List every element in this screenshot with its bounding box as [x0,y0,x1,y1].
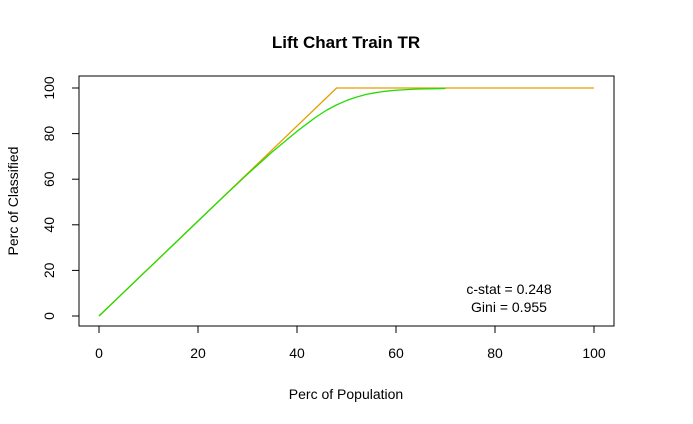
y-tick-label: 80 [41,126,57,142]
x-tick-label: 60 [388,345,404,361]
x-axis-label: Perc of Population [289,386,403,402]
x-tick-label: 20 [190,345,206,361]
c-stat-annotation: c-stat = 0.248 [466,281,551,297]
gini-annotation: Gini = 0.955 [471,299,547,315]
y-tick-label: 100 [41,76,57,100]
x-axis: 0 20 40 60 80 100 [95,325,606,361]
series-line-2 [98,87,446,317]
series-layer [98,87,594,317]
y-axis-label: Perc of Classified [5,147,21,256]
y-tick-label: 60 [41,171,57,187]
x-tick-label: 0 [95,345,103,361]
y-tick-label: 40 [41,217,57,233]
x-tick-label: 80 [487,345,503,361]
y-tick-label: 20 [41,262,57,278]
chart-title: Lift Chart Train TR [272,33,420,52]
y-axis: 0 20 40 60 80 100 [41,76,80,320]
y-tick-label: 0 [41,312,57,320]
x-tick-label: 100 [582,345,606,361]
x-tick-label: 40 [289,345,305,361]
